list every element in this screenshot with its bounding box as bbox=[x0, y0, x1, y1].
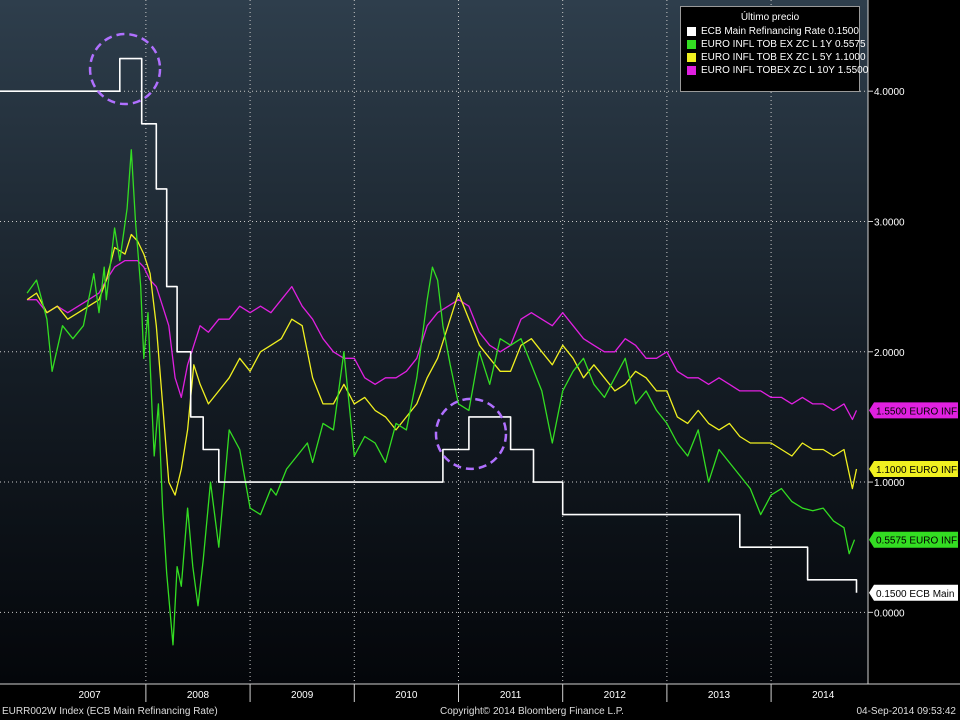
legend-item-infl-5y: EURO INFL TOB EX ZC L 5Y 1.1000 bbox=[687, 51, 866, 64]
last-value-tag-bg bbox=[869, 531, 958, 548]
legend-value: 0.5575 bbox=[834, 39, 866, 50]
legend-swatch bbox=[687, 53, 696, 62]
y-tick-label: 3.0000 bbox=[874, 217, 905, 228]
x-tick-label: 2013 bbox=[708, 690, 731, 701]
legend-label: EURO INFL TOBEX ZC L 10Y bbox=[701, 65, 835, 76]
y-tick-label: 2.0000 bbox=[874, 348, 905, 359]
y-axis-panel bbox=[868, 0, 960, 684]
legend-item-infl-1y: EURO INFL TOB EX ZC L 1Y 0.5575 bbox=[687, 38, 866, 51]
x-tick-label: 2008 bbox=[187, 690, 210, 701]
legend: Último precio ECB Main Refinancing Rate … bbox=[680, 6, 868, 92]
series-line-ecb-main-refinancing-rate bbox=[0, 57, 858, 593]
last-value-labels: 1.5500 EURO INFL 1.1000 EURO INFL 0.5575 E… bbox=[869, 402, 960, 601]
y-tick-label: 4.0000 bbox=[874, 87, 905, 98]
footer-index-name: EURR002W Index (ECB Main Refinancing Rat… bbox=[2, 706, 218, 717]
highlight-circle bbox=[434, 397, 508, 471]
series-line-euro-infl-tobex-zc-l-10y bbox=[27, 259, 858, 421]
x-axis-panel bbox=[0, 684, 960, 704]
highlight-circles bbox=[88, 32, 508, 471]
last-value-tag-label: 1.1000 EURO INFL bbox=[876, 465, 960, 476]
x-tick-label: 2012 bbox=[604, 690, 627, 701]
y-tick-label: 1.0000 bbox=[874, 478, 905, 489]
legend-swatch bbox=[687, 27, 696, 36]
series-group bbox=[0, 57, 858, 646]
last-value-tag-bg bbox=[869, 584, 958, 601]
y-axis: 4.0000 3.0000 2.0000 1.0000 0.0000 bbox=[867, 0, 905, 684]
y-tick-label: 0.0000 bbox=[874, 608, 905, 619]
x-tick-label: 2007 bbox=[78, 690, 101, 701]
legend-swatch bbox=[687, 66, 696, 75]
last-value-tag-label: 0.1500 ECB Main bbox=[876, 589, 954, 600]
legend-label: EURO INFL TOB EX ZC L 1Y bbox=[701, 39, 833, 50]
footer-bar: EURR002W Index (ECB Main Refinancing Rat… bbox=[0, 704, 960, 720]
last-value-tag: 0.1500 ECB Main bbox=[869, 584, 958, 601]
plot-background bbox=[0, 0, 868, 684]
legend-item-ecb-main-rate: ECB Main Refinancing Rate 0.1500 bbox=[687, 25, 859, 38]
last-value-tag-label: 0.5575 EURO INFL bbox=[876, 536, 960, 547]
legend-value: 1.5500 bbox=[837, 65, 869, 76]
footer-timestamp: 04-Sep-2014 09:53:42 bbox=[856, 706, 956, 717]
footer-copyright: Copyright© 2014 Bloomberg Finance L.P. bbox=[440, 706, 624, 717]
x-tick-label: 2010 bbox=[395, 690, 418, 701]
series-line-euro-infl-tob-ex-zc-l-1y bbox=[26, 149, 856, 646]
x-tick-label: 2009 bbox=[291, 690, 314, 701]
x-tick-label: 2011 bbox=[500, 690, 522, 701]
legend-value: 1.1000 bbox=[834, 52, 866, 63]
last-value-tag: 0.5575 EURO INFL bbox=[869, 531, 960, 548]
x-tick-label: 2014 bbox=[812, 690, 835, 701]
last-value-tag: 1.5500 EURO INFL bbox=[869, 402, 960, 419]
x-axis: 2007 2008 2009 2010 2011 2012 2013 2014 bbox=[0, 683, 960, 702]
legend-value: 0.1500 bbox=[828, 26, 859, 37]
series-line-euro-infl-tob-ex-zc-l-5y bbox=[26, 233, 858, 496]
legend-item-infl-10y: EURO INFL TOBEX ZC L 10Y 1.5500 bbox=[687, 64, 868, 77]
highlight-circle bbox=[88, 32, 162, 106]
last-value-tag: 1.1000 EURO INFL bbox=[869, 461, 960, 478]
legend-label: ECB Main Refinancing Rate bbox=[701, 26, 826, 37]
legend-title: Último precio bbox=[740, 12, 800, 23]
legend-swatch bbox=[687, 40, 696, 49]
legend-label: EURO INFL TOB EX ZC L 5Y bbox=[701, 52, 833, 63]
last-value-tag-label: 1.5500 EURO INFL bbox=[876, 406, 960, 417]
last-value-tag-bg bbox=[869, 461, 958, 478]
last-value-tag-bg bbox=[869, 402, 958, 419]
